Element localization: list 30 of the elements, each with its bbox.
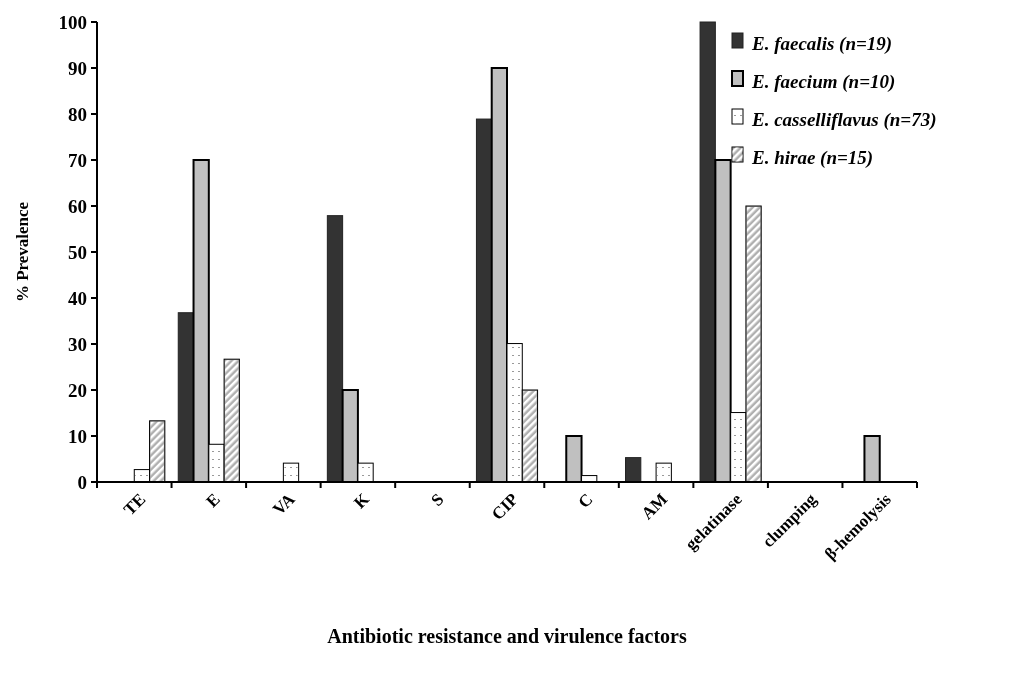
x-tick-label: TE [119,489,150,520]
x-axis-title: Antibiotic resistance and virulence factors [327,625,687,647]
legend-label: E. faecalis (n=19) [751,32,893,55]
x-tick-label: CIP [487,489,523,524]
x-tick-label: E [202,489,224,512]
bar [177,312,195,483]
x-tick-label: C [574,489,597,512]
y-tick-label: 20 [68,379,87,401]
y-tick-label: 40 [68,287,87,309]
y-tick-label: 10 [68,425,87,447]
x-tick-label: S [427,489,448,510]
y-tick-label: 60 [68,195,87,217]
y-tick-label: 70 [68,149,87,171]
y-tick-label: 0 [77,471,87,493]
y-axis-title: % Prevalence [13,201,32,303]
bar [326,215,344,483]
x-tick-label: K [350,489,374,513]
y-tick-label: 30 [68,333,87,355]
legend-label: E. hirae (n=15) [751,146,874,169]
y-tick-label: 50 [68,241,87,263]
y-tick-label: 80 [68,103,87,125]
bar [475,118,493,483]
legend-label: E. faecium (n=10) [751,70,896,93]
bar [699,21,716,483]
y-tick-label: 90 [68,57,87,79]
x-tick-label: VA [269,489,299,519]
y-tick-label: 100 [58,11,87,33]
x-tick-label: AM [637,489,672,524]
legend-label: E. casselliflavus (n=73) [751,108,937,131]
bar [625,457,642,483]
